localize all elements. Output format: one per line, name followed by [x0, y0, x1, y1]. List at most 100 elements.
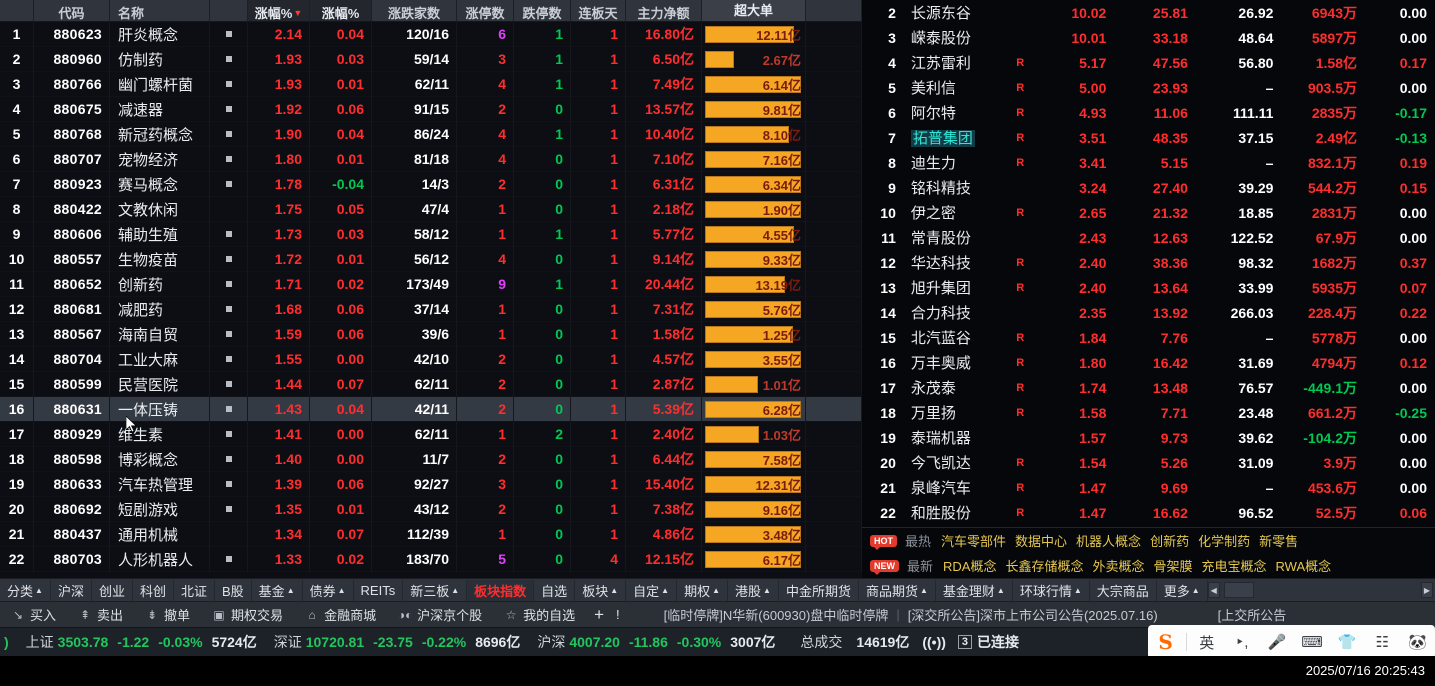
sector-code[interactable]: 880766 [34, 71, 110, 97]
stock-name[interactable]: 今飞凯达 [910, 455, 971, 472]
shirt-icon[interactable]: 👕 [1337, 634, 1357, 651]
stock-name[interactable]: 伊之密 [910, 205, 956, 222]
table-row[interactable]: 4 江苏雷利 R 5.17 47.56 56.80 1.58亿 0.17 [862, 50, 1435, 75]
sector-name[interactable]: 通用机械 [110, 521, 210, 547]
table-row[interactable]: 14 880704 工业大麻 1.55 0.00 42/10 2 0 1 4.57亿 3.55亿 [0, 346, 862, 372]
stock-name[interactable]: 长源东谷 [910, 5, 971, 22]
nav-item-创业[interactable]: 创业 [92, 579, 133, 601]
stock-name[interactable]: 和胜股份 [910, 505, 971, 522]
nav-item-B股[interactable]: B股 [215, 579, 252, 601]
table-row[interactable]: 4 880675 减速器 1.92 0.06 91/15 2 0 1 13.57亿 9.81亿 [0, 96, 862, 122]
detail-square-icon[interactable] [210, 521, 248, 547]
nav-item-沪深[interactable]: 沪深 [51, 579, 92, 601]
nav-item-基金理财[interactable]: 基金理财 ▲ [936, 579, 1013, 601]
sector-name[interactable]: 新冠药概念 [110, 121, 210, 147]
sector-code[interactable]: 880557 [34, 246, 110, 272]
table-row[interactable]: 22 和胜股份 R 1.47 16.62 96.52 52.5万 0.06 [862, 500, 1435, 525]
stock-name[interactable]: 华达科技 [910, 255, 971, 272]
stock-name[interactable]: 江苏雷利 [910, 55, 971, 72]
stock-name[interactable]: 旭升集团 [910, 280, 971, 297]
nav-item-商品期货[interactable]: 商品期货 ▲ [859, 579, 936, 601]
table-row[interactable]: 9 铭科精技 3.24 27.40 39.29 544.2万 0.15 [862, 175, 1435, 200]
header-change-pct-2[interactable]: 涨幅% [310, 0, 372, 21]
stock-name[interactable]: 常青股份 [910, 230, 971, 247]
detail-square-icon[interactable] [210, 471, 248, 497]
detail-square-icon[interactable] [210, 46, 248, 72]
apps-icon[interactable]: ☷ [1375, 634, 1390, 651]
table-row[interactable]: 8 迪生力 R 3.41 5.15 – 832.1万 0.19 [862, 150, 1435, 175]
nav-item-中金所期货[interactable]: 中金所期货 [779, 579, 859, 601]
sector-code[interactable]: 880437 [34, 521, 110, 547]
detail-square-icon[interactable] [210, 371, 248, 397]
detail-square-icon[interactable] [210, 221, 248, 247]
detail-square-icon[interactable] [210, 196, 248, 222]
nav-item-自选[interactable]: 自选 [534, 579, 576, 601]
header-super-large-order[interactable]: 超大单 [702, 0, 806, 21]
table-row[interactable]: 1 880623 肝炎概念 2.14 0.04 120/16 6 1 1 16.80亿 12.11亿 [0, 21, 862, 47]
detail-square-icon[interactable] [210, 321, 248, 347]
sector-name[interactable]: 仿制药 [110, 46, 210, 72]
sector-code[interactable]: 880598 [34, 446, 110, 472]
toolbar-期权交易[interactable]: ▣ 期权交易 [213, 607, 284, 624]
table-row[interactable]: 12 华达科技 R 2.40 38.36 98.32 1682万 0.37 [862, 250, 1435, 275]
toolbar-金融商城[interactable]: ⌂ 金融商城 [294, 605, 387, 624]
table-row[interactable]: 19 泰瑞机器 1.57 9.73 39.62 -104.2万 0.00 [862, 425, 1435, 450]
detail-square-icon[interactable] [210, 171, 248, 197]
table-row[interactable]: 17 880929 维生素 1.41 0.00 62/11 1 2 1 2.40亿 1.03亿 [0, 421, 862, 447]
stock-name[interactable]: 万里扬 [910, 405, 956, 422]
nav-item-北证[interactable]: 北证 [174, 579, 215, 601]
concept-tag[interactable]: RWA概念 [1275, 559, 1332, 574]
table-row[interactable]: 18 万里扬 R 1.58 7.71 23.48 661.2万 -0.25 [862, 400, 1435, 425]
concept-tag[interactable]: 骨架膜 [1153, 559, 1193, 574]
table-row[interactable]: 16 万丰奥威 R 1.80 16.42 31.69 4794万 0.12 [862, 350, 1435, 375]
keyboard-icon[interactable]: ⌨ [1301, 634, 1323, 651]
detail-square-icon[interactable] [210, 246, 248, 272]
sector-name[interactable]: 维生素 [110, 421, 210, 447]
sector-name[interactable]: 工业大麻 [110, 346, 210, 372]
sector-name[interactable]: 汽车热管理 [110, 471, 210, 497]
table-row[interactable]: 10 880557 生物疫苗 1.72 0.01 56/12 4 0 1 9.14亿 9.33亿 [0, 246, 862, 272]
detail-square-icon[interactable] [210, 396, 248, 422]
nav-scrollbar[interactable] [1223, 582, 1254, 598]
nav-item-新三板[interactable]: 新三板 ▲ [403, 579, 468, 601]
table-row[interactable]: 19 880633 汽车热管理 1.39 0.06 92/27 3 0 1 15.40亿 12.31… [0, 471, 862, 497]
table-row[interactable]: 21 泉峰汽车 R 1.47 9.69 – 453.6万 0.00 [862, 475, 1435, 500]
ticker-item-1[interactable]: [临时停牌]N华新(600930)盘中临时停牌 [663, 608, 889, 623]
table-row[interactable]: 10 伊之密 R 2.65 21.32 18.85 2831万 0.00 [862, 200, 1435, 225]
detail-square-icon[interactable] [210, 146, 248, 172]
alert-icon[interactable]: ! [616, 607, 620, 622]
sector-code[interactable]: 880707 [34, 146, 110, 172]
table-row[interactable]: 2 880960 仿制药 1.93 0.03 59/14 3 1 1 6.50亿 2.67亿 [0, 46, 862, 72]
nav-item-分类[interactable]: 分类 ▲ [0, 579, 51, 601]
sector-name[interactable]: 文教休闲 [110, 196, 210, 222]
concept-tag[interactable]: 新零售 [1259, 534, 1299, 549]
nav-item-更多[interactable]: 更多 ▲ [1157, 579, 1208, 601]
table-row[interactable]: 18 880598 博彩概念 1.40 0.00 11/7 2 0 1 6.44亿 7.58亿 [0, 446, 862, 472]
table-row[interactable]: 12 880681 减肥药 1.68 0.06 37/14 1 0 1 7.31亿 5.76亿 [0, 296, 862, 322]
detail-square-icon[interactable] [210, 346, 248, 372]
sector-code[interactable]: 880606 [34, 221, 110, 247]
ticker-item-2[interactable]: [深交所公告]深市上市公司公告(2025.07.16) [907, 608, 1158, 623]
stock-name[interactable]: 迪生力 [910, 155, 956, 172]
detail-square-icon[interactable] [210, 446, 248, 472]
ticker-item-3[interactable]: [上交所公告 [1217, 608, 1287, 623]
stock-name[interactable]: 嵘泰股份 [910, 30, 971, 47]
add-tool-button[interactable]: + [594, 604, 605, 624]
sector-name[interactable]: 一体压铸 [110, 396, 210, 422]
sector-name[interactable]: 肝炎概念 [110, 21, 210, 47]
table-row[interactable]: 13 旭升集团 R 2.40 13.64 33.99 5935万 0.07 [862, 275, 1435, 300]
table-row[interactable]: 17 永茂泰 R 1.74 13.48 76.57 -449.1万 0.00 [862, 375, 1435, 400]
stock-name[interactable]: 拓普集团 [910, 130, 975, 147]
table-row[interactable]: 6 阿尔特 R 4.93 11.06 111.11 2835万 -0.17 [862, 100, 1435, 125]
table-row[interactable]: 5 美利信 R 5.00 23.93 – 903.5万 0.00 [862, 75, 1435, 100]
table-row[interactable]: 7 拓普集团 R 3.51 48.35 37.15 2.49亿 -0.13 [862, 125, 1435, 150]
stock-name[interactable]: 泰瑞机器 [910, 430, 971, 447]
sector-code[interactable]: 880704 [34, 346, 110, 372]
sector-name[interactable]: 赛马概念 [110, 171, 210, 197]
concept-tag[interactable]: 汽车零部件 [941, 534, 1007, 549]
header-change-pct-sorted[interactable]: 涨幅% ▼ [248, 0, 310, 21]
header-flag[interactable] [210, 0, 248, 21]
sector-name[interactable]: 创新药 [110, 271, 210, 297]
sector-name[interactable]: 海南自贸 [110, 321, 210, 347]
nav-item-债券[interactable]: 债券 ▲ [303, 579, 354, 601]
